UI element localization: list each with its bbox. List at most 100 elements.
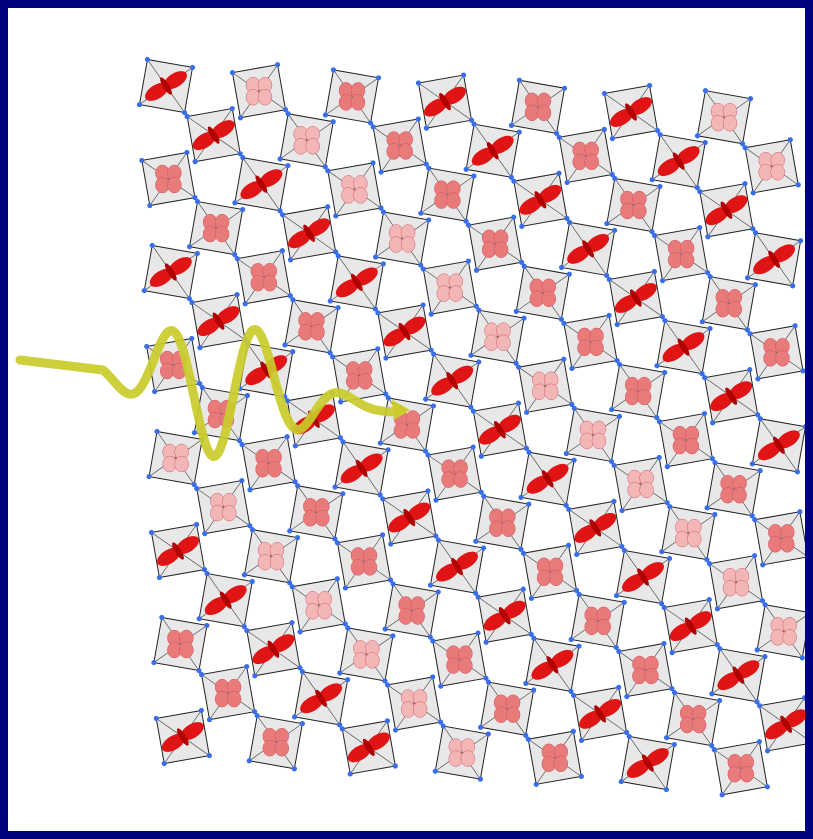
vertex-atom (661, 641, 666, 646)
octahedron (571, 685, 629, 743)
orbital-lobe (776, 350, 790, 366)
vertex-atom (380, 496, 385, 501)
vertex-atom (566, 507, 571, 512)
vertex-atom (154, 716, 159, 721)
orbital-lobe (592, 433, 606, 449)
vertex-atom (441, 723, 446, 728)
vertex-atom (576, 644, 581, 649)
octahedron (559, 220, 617, 278)
vertex-atom (340, 491, 345, 496)
octahedron (232, 155, 290, 213)
orbital-lobe (597, 619, 611, 635)
vertex-atom (697, 225, 702, 230)
vertex-atom (712, 460, 717, 465)
vertex-atom (745, 275, 750, 280)
vertex-atom (333, 213, 338, 218)
vertex-atom (572, 458, 577, 463)
vertex-atom (602, 91, 607, 96)
orbital-lobe (311, 324, 325, 340)
octahedron (614, 548, 672, 606)
vertex-atom (758, 416, 763, 421)
orbital-lobe (542, 291, 556, 307)
vertex-atom (486, 680, 491, 685)
vertex-atom (386, 447, 391, 452)
vertex-atom (464, 167, 469, 172)
vertex-atom (433, 498, 438, 503)
octahedron (428, 537, 486, 595)
vertex-atom (278, 156, 283, 161)
orbital-lobe (413, 702, 427, 718)
octahedron (602, 83, 660, 141)
vertex-atom (574, 552, 579, 557)
vertex-atom (703, 140, 708, 145)
vertex-atom (144, 344, 149, 349)
vertex-atom (430, 674, 435, 679)
vertex-atom (707, 597, 712, 602)
vertex-atom (478, 725, 483, 730)
octahedron (280, 204, 338, 262)
vertex-atom (388, 541, 393, 546)
octahedron (185, 106, 243, 164)
vertex-atom (757, 703, 762, 708)
octahedron (521, 543, 579, 601)
orbital-lobe (590, 340, 604, 356)
octahedron (385, 674, 443, 732)
vertex-atom (240, 155, 245, 160)
vertex-atom (426, 217, 431, 222)
vertex-atom (335, 540, 340, 545)
octahedron (652, 225, 710, 283)
vertex-atom (300, 721, 305, 726)
octahedron (278, 111, 336, 169)
vertex-atom (561, 357, 566, 362)
octahedron (137, 57, 195, 115)
vertex-atom (295, 483, 300, 488)
vertex-atom (519, 224, 524, 229)
orbital-lobe (549, 570, 563, 586)
vertex-atom (282, 342, 287, 347)
vertex-atom (612, 228, 617, 233)
vertex-atom (517, 130, 522, 135)
vertex-atom (323, 112, 328, 117)
vertex-atom (197, 616, 202, 621)
octahedron (700, 274, 758, 332)
vertex-atom (611, 463, 616, 468)
octahedron (569, 592, 627, 650)
octahedron (380, 488, 438, 546)
vertex-atom (610, 136, 615, 141)
vertex-atom (476, 308, 481, 313)
vertex-atom (790, 283, 795, 288)
vertex-atom (420, 302, 425, 307)
orbital-lobe (175, 456, 189, 472)
vertex-atom (375, 346, 380, 351)
octahedron (142, 243, 200, 301)
vertex-atom (293, 443, 298, 448)
vertex-atom (199, 672, 204, 677)
vertex-atom (615, 322, 620, 327)
octahedron (619, 734, 677, 792)
vertex-atom (579, 774, 584, 779)
vertex-atom (285, 434, 290, 439)
vertex-atom (199, 708, 204, 713)
orbital-lobe (270, 554, 284, 570)
vertex-atom (433, 769, 438, 774)
vertex-atom (325, 204, 330, 209)
vertex-atom (569, 637, 574, 642)
vertex-atom (567, 220, 572, 225)
vertex-atom (742, 181, 747, 186)
octahedron (662, 597, 720, 655)
orbital-lobe (353, 187, 367, 203)
vertex-atom (476, 595, 481, 600)
vertex-atom (622, 548, 627, 553)
vertex-atom (709, 691, 714, 696)
orbital-lobe (780, 536, 794, 552)
vertex-atom (345, 677, 350, 682)
vertex-atom (750, 461, 755, 466)
vertex-atom (516, 365, 521, 370)
octahedron (561, 313, 619, 371)
orbital-lobe (537, 105, 551, 121)
vertex-atom (471, 409, 476, 414)
vertex-atom (616, 649, 621, 654)
octahedron (230, 62, 288, 120)
orbital-lobe (358, 373, 372, 389)
vertex-atom (717, 698, 722, 703)
